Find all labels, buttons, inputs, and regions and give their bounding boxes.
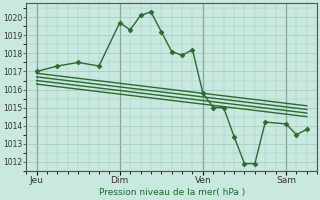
X-axis label: Pression niveau de la mer( hPa ): Pression niveau de la mer( hPa ) bbox=[99, 188, 245, 197]
